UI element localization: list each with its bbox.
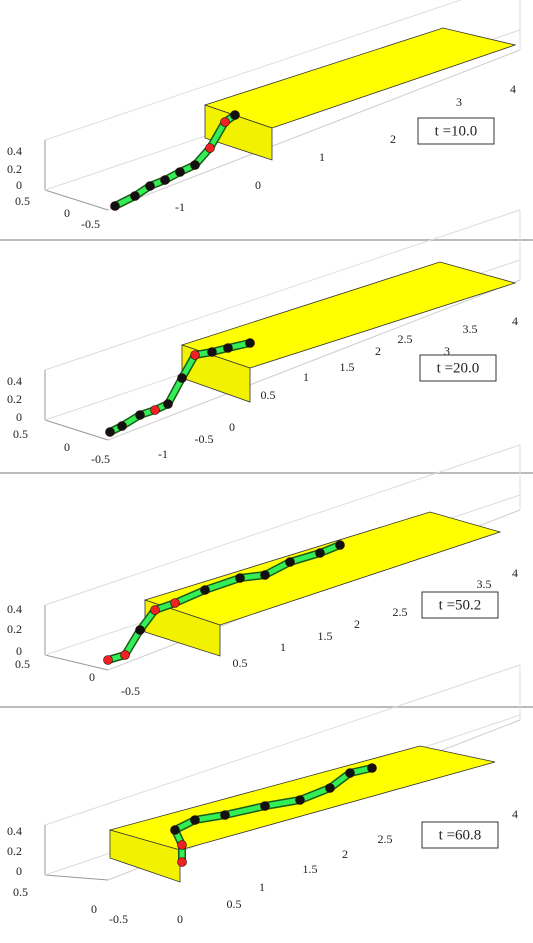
- z-tick-label: 0.2: [7, 844, 22, 858]
- snake-joint: [346, 769, 355, 778]
- snake-joint: [296, 796, 305, 805]
- x-tick-label: 1: [259, 880, 265, 894]
- snake-joint: [106, 428, 115, 437]
- y-tick-label: 0: [91, 902, 97, 916]
- x-tick-label: 4: [512, 807, 518, 821]
- snake-joint: [231, 111, 240, 120]
- y-tick-label: -0.5: [109, 912, 128, 926]
- time-label: t =10.0: [435, 123, 478, 139]
- y-tick-label: 0: [64, 206, 70, 220]
- snake-joint: [136, 411, 145, 420]
- x-tick-label: 4: [512, 566, 518, 580]
- snake-joint: [326, 784, 335, 793]
- z-tick-label: 0.2: [7, 162, 22, 176]
- x-tick-label: 1: [303, 370, 309, 384]
- snake-joint: [206, 144, 215, 153]
- y-tick-label: 0.5: [13, 427, 28, 441]
- snake-joint: [146, 182, 155, 191]
- snake-joint: [164, 400, 173, 409]
- x-tick-label: 2: [390, 132, 396, 146]
- x-tick-label: 3.5: [477, 577, 492, 591]
- x-tick-label: -0.5: [195, 432, 214, 446]
- snake-joint: [118, 422, 127, 431]
- snake-joint: [221, 118, 230, 127]
- x-tick-label: 2.5: [398, 332, 413, 346]
- x-tick-label: 4: [512, 314, 518, 328]
- snake-joint: [111, 202, 120, 211]
- snake-joint: [368, 764, 377, 773]
- z-tick-label: 0: [16, 178, 22, 192]
- snake-joint: [178, 841, 187, 850]
- z-tick-label: 0.2: [7, 392, 22, 406]
- x-tick-label: 0: [255, 178, 261, 192]
- x-tick-label: 3: [456, 95, 462, 109]
- x-tick-label: 3.5: [463, 322, 478, 336]
- snake-joint: [136, 626, 145, 635]
- time-label: t =50.2: [439, 597, 482, 613]
- snake-joint: [131, 192, 140, 201]
- snake-joint: [176, 168, 185, 177]
- y-tick-label: -0.5: [91, 452, 110, 466]
- snake-joint: [208, 348, 217, 357]
- x-tick-label: 2.5: [393, 605, 408, 619]
- x-tick-label: -1: [158, 447, 168, 461]
- y-tick-label: 0.5: [13, 885, 28, 899]
- snake-joint: [221, 811, 230, 820]
- x-tick-label: 1: [319, 150, 325, 164]
- time-label: t =60.8: [439, 827, 482, 843]
- snake-joint: [246, 339, 255, 348]
- x-tick-label: -1: [175, 200, 185, 214]
- snake-joint: [171, 826, 180, 835]
- snake-joint: [171, 599, 180, 608]
- snake-joint: [178, 858, 187, 867]
- z-tick-label: 0.4: [7, 144, 22, 158]
- x-tick-label: 4: [510, 82, 516, 96]
- x-tick-label: 0: [177, 912, 183, 926]
- y-tick-label: 0: [89, 670, 95, 684]
- snake-joint: [336, 541, 345, 550]
- y-tick-label: 0.5: [15, 657, 30, 671]
- x-tick-label: 0.5: [233, 656, 248, 670]
- x-tick-label: 1.5: [318, 629, 333, 643]
- snake-joint: [261, 802, 270, 811]
- snake-joint: [316, 549, 325, 558]
- snake-joint: [161, 176, 170, 185]
- snake-joint: [121, 651, 130, 660]
- snake-joint: [224, 344, 233, 353]
- z-tick-label: 0: [16, 410, 22, 424]
- snake-joint: [178, 374, 187, 383]
- y-tick-label: -0.5: [81, 217, 100, 231]
- z-tick-label: 0.2: [7, 622, 22, 636]
- snake-joint: [191, 161, 200, 170]
- z-tick-label: 0.4: [7, 602, 22, 616]
- x-tick-label: 2: [375, 344, 381, 358]
- x-tick-label: 0.5: [261, 388, 276, 402]
- snake-joint: [191, 351, 200, 360]
- y-tick-label: 0: [64, 440, 70, 454]
- snake-joint: [261, 571, 270, 580]
- snake-joint: [236, 574, 245, 583]
- x-tick-label: 1.5: [303, 862, 318, 876]
- snake-joint: [191, 816, 200, 825]
- y-tick-label: 0.5: [15, 194, 30, 208]
- z-tick-label: 0.4: [7, 374, 22, 388]
- snake-joint: [286, 558, 295, 567]
- x-tick-label: 2: [342, 847, 348, 861]
- snake-joint: [104, 656, 113, 665]
- x-tick-label: 2: [354, 617, 360, 631]
- x-tick-label: 1: [280, 640, 286, 654]
- time-label: t =20.0: [437, 360, 480, 376]
- figure: 0.40.200.50-0.5-101234t =10.00.40.200.50…: [0, 0, 533, 943]
- z-tick-label: 0: [16, 864, 22, 878]
- snake-joint: [151, 406, 160, 415]
- x-tick-label: 0: [229, 420, 235, 434]
- z-tick-label: 0: [16, 644, 22, 658]
- snake-joint: [151, 606, 160, 615]
- snake-joint: [201, 586, 210, 595]
- x-tick-label: 0.5: [227, 897, 242, 911]
- z-tick-label: 0.4: [7, 824, 22, 838]
- x-tick-label: 1.5: [340, 360, 355, 374]
- y-tick-label: -0.5: [121, 684, 140, 698]
- x-tick-label: 2.5: [378, 832, 393, 846]
